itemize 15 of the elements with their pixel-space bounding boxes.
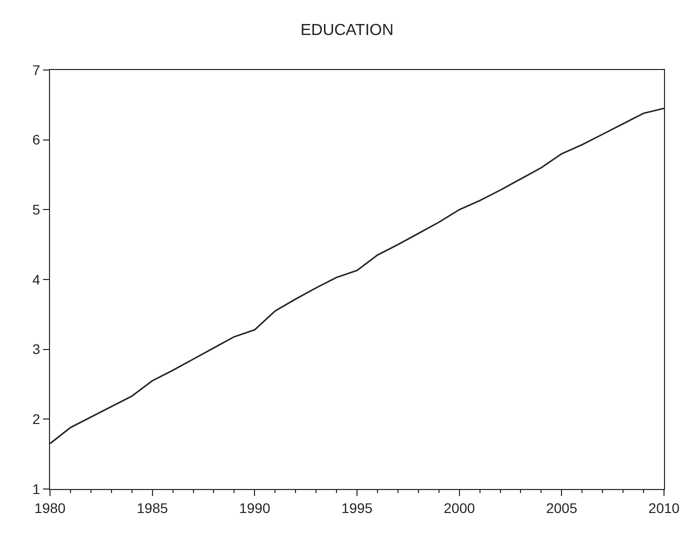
x-tick-label: 2000 (444, 500, 476, 516)
y-tick-label: 7 (32, 62, 40, 78)
x-tick-label: 1995 (341, 500, 373, 516)
x-tick-label: 2010 (648, 500, 680, 516)
chart-title: EDUCATION (300, 22, 394, 40)
y-tick-label: 5 (32, 202, 40, 218)
y-tick-label: 3 (32, 341, 40, 358)
y-tick-label: 2 (32, 411, 40, 428)
x-tick-label: 1980 (34, 500, 66, 516)
x-tick-label: 2005 (546, 500, 578, 516)
x-tick-label: 1985 (136, 500, 168, 516)
y-tick-label: 6 (32, 132, 40, 148)
y-tick-label: 4 (32, 271, 40, 288)
y-tick-label: 1 (32, 480, 40, 497)
x-tick-label: 1990 (239, 500, 270, 516)
